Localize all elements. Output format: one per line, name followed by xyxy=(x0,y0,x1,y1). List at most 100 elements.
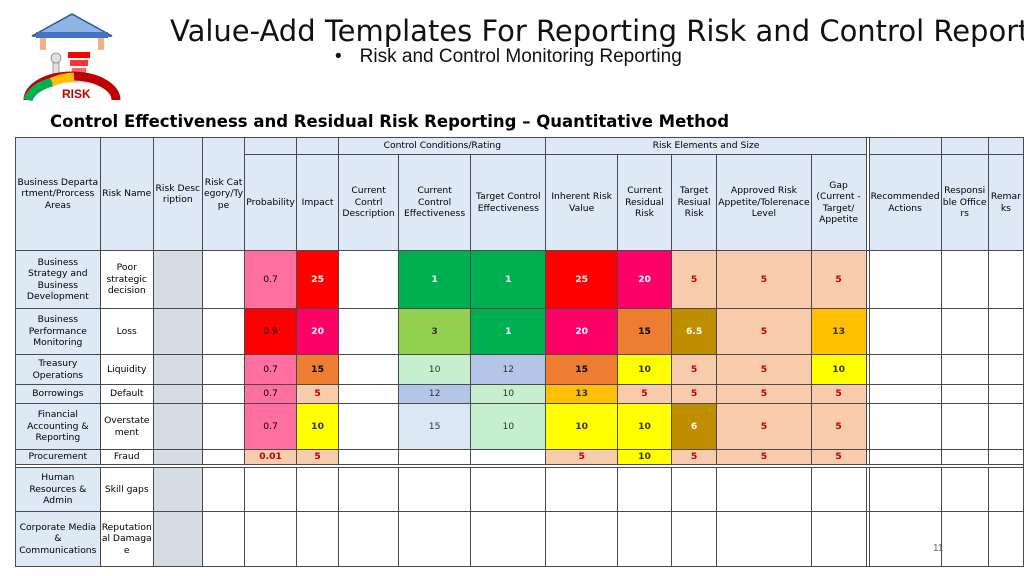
control-description-cell xyxy=(338,467,399,512)
remarks-cell xyxy=(987,403,1024,450)
page-number: 11 xyxy=(933,543,944,554)
risk-category-cell xyxy=(201,403,246,450)
risk-control-table: Business Departartment/Prorcess Areas Ri… xyxy=(15,137,1024,567)
residual-risk-cell xyxy=(616,511,672,567)
col-header-probability: Probability xyxy=(244,154,297,251)
current-control-cell xyxy=(397,511,472,567)
risk-category-cell xyxy=(201,467,246,512)
col-header-risk-name: Risk Name xyxy=(99,137,154,251)
group-header-control: Control Conditions/Rating xyxy=(338,137,547,155)
inherent-risk-cell: 13 xyxy=(545,384,618,404)
gap-cell: 5 xyxy=(810,384,867,404)
risk-name-cell: Liquidity xyxy=(99,354,154,385)
col-header-current-control-effectiveness: Current Control Effectiveness xyxy=(397,154,472,251)
area-cell: Procurement xyxy=(15,449,101,465)
col-header-remarks: Remarks xyxy=(987,154,1024,251)
col-header-current-residual-risk: Current Residual Risk xyxy=(616,154,672,251)
target-residual-cell: 5 xyxy=(670,250,718,309)
header-empty-cell xyxy=(868,137,942,155)
impact-cell: 25 xyxy=(295,250,340,309)
current-control-cell: 10 xyxy=(397,354,472,385)
remarks-cell xyxy=(987,511,1024,567)
probability-cell xyxy=(244,467,297,512)
inherent-risk-cell xyxy=(545,467,618,512)
inherent-risk-cell: 25 xyxy=(545,250,618,309)
inherent-risk-cell: 10 xyxy=(545,403,618,450)
remarks-cell xyxy=(987,250,1024,309)
control-description-cell xyxy=(338,250,399,309)
section-title: Control Effectiveness and Residual Risk … xyxy=(50,112,730,131)
target-residual-cell xyxy=(670,511,718,567)
logo-text: RISK xyxy=(62,87,91,101)
gap-cell xyxy=(810,511,867,567)
gap-cell: 13 xyxy=(810,308,867,355)
impact-cell: 5 xyxy=(295,449,340,465)
current-control-cell: 1 xyxy=(397,250,472,309)
risk-category-cell xyxy=(201,449,246,465)
table-row: Financial Accounting & Reporting Oversta… xyxy=(15,403,1024,450)
col-header-current-control-description: Current Contrl Description xyxy=(338,154,399,251)
remarks-cell xyxy=(987,384,1024,404)
risk-category-cell xyxy=(201,250,246,309)
risk-description-cell xyxy=(152,449,203,465)
residual-risk-cell: 10 xyxy=(616,354,672,385)
risk-description-cell xyxy=(152,384,203,404)
gap-cell: 10 xyxy=(810,354,867,385)
actions-cell xyxy=(868,511,942,567)
subtitle-text: Risk and Control Monitoring Reporting xyxy=(359,46,682,67)
col-header-target-control-effectiveness: Target Control Effectiveness xyxy=(470,154,547,251)
risk-name-cell: Skill gaps xyxy=(99,467,154,512)
officers-cell xyxy=(940,511,989,567)
actions-cell xyxy=(868,308,942,355)
target-residual-cell: 5 xyxy=(670,449,718,465)
risk-name-cell: Reputational Damagae xyxy=(99,511,154,567)
probability-cell xyxy=(244,511,297,567)
current-control-cell: 3 xyxy=(397,308,472,355)
impact-cell xyxy=(295,467,340,512)
impact-cell: 10 xyxy=(295,403,340,450)
residual-risk-cell: 10 xyxy=(616,449,672,465)
gap-cell: 5 xyxy=(810,403,867,450)
area-cell: Business Performance Monitoring xyxy=(15,308,101,355)
risk-name-cell: Loss xyxy=(99,308,154,355)
inherent-risk-cell: 5 xyxy=(545,449,618,465)
risk-description-cell xyxy=(152,511,203,567)
risk-name-cell: Default xyxy=(99,384,154,404)
target-control-cell: 10 xyxy=(470,384,547,404)
header-empty-cell xyxy=(244,137,297,155)
appetite-cell: 5 xyxy=(716,308,812,355)
bullet-icon: • xyxy=(335,46,342,67)
appetite-cell: 5 xyxy=(716,449,812,465)
risk-description-cell xyxy=(152,308,203,355)
current-control-cell xyxy=(397,467,472,512)
impact-cell: 20 xyxy=(295,308,340,355)
table-row: Corporate Media & Communications Reputat… xyxy=(15,511,1024,567)
risk-name-cell: Overstatement xyxy=(99,403,154,450)
gap-cell: 5 xyxy=(810,449,867,465)
risk-description-cell xyxy=(152,354,203,385)
col-header-gap: Gap (Current - Target/ Appetite xyxy=(810,154,867,251)
col-header-target-residual-risk: Target Resiual Risk xyxy=(670,154,718,251)
appetite-cell: 5 xyxy=(716,250,812,309)
col-header-risk-description: Risk Description xyxy=(152,137,203,251)
col-header-impact: Impact xyxy=(295,154,340,251)
remarks-cell xyxy=(987,449,1024,465)
risk-description-cell xyxy=(152,250,203,309)
appetite-cell: 5 xyxy=(716,354,812,385)
control-description-cell xyxy=(338,384,399,404)
header-empty-cell xyxy=(295,137,340,155)
appetite-cell xyxy=(716,511,812,567)
table-row: Business Performance Monitoring Loss 0.9… xyxy=(15,308,1024,355)
area-cell: Financial Accounting & Reporting xyxy=(15,403,101,450)
officers-cell xyxy=(940,250,989,309)
col-header-area: Business Departartment/Prorcess Areas xyxy=(15,137,101,251)
table-row: Treasury Operations Liquidity 0.7 15 10 … xyxy=(15,354,1024,385)
col-header-approved-appetite: Approved Risk Appetite/Tolerenace Level xyxy=(716,154,812,251)
control-description-cell xyxy=(338,354,399,385)
inherent-risk-cell: 20 xyxy=(545,308,618,355)
target-control-cell: 10 xyxy=(470,403,547,450)
control-description-cell xyxy=(338,308,399,355)
probability-cell: 0.01 xyxy=(244,449,297,465)
remarks-cell xyxy=(987,354,1024,385)
probability-cell: 0.7 xyxy=(244,384,297,404)
